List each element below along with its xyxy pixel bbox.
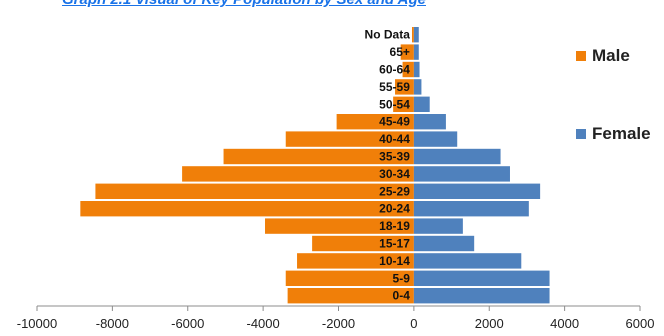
- bar-female-20-24: [413, 201, 529, 217]
- bar-male-35-39: [223, 148, 414, 165]
- category-label: 40-44: [379, 132, 410, 146]
- bar-female-55-59: [413, 79, 422, 95]
- bar-female-45-49: [413, 114, 446, 130]
- bar-male-40-44: [285, 131, 414, 147]
- bar-female-5-9: [413, 270, 550, 286]
- category-label: 55-59: [379, 80, 410, 94]
- bar-female-25-29: [413, 183, 541, 199]
- category-label: 5-9: [393, 271, 411, 285]
- x-tick-label: 0: [410, 316, 417, 331]
- x-tick-label: -2000: [322, 316, 355, 331]
- category-label: 18-19: [379, 219, 410, 233]
- bar-female-65-: [413, 44, 419, 60]
- bar-female-40-44: [413, 131, 458, 147]
- category-label: 20-24: [379, 202, 410, 216]
- category-label: 60-64: [379, 63, 410, 77]
- x-tick-label: 4000: [550, 316, 579, 331]
- bar-male-45-49: [336, 114, 414, 130]
- bar-female-30-34: [413, 166, 510, 182]
- legend-female: Female: [576, 124, 651, 144]
- bar-male-15-17: [312, 235, 414, 252]
- x-tick-label: -10000: [17, 316, 57, 331]
- bar-female-15-17: [413, 235, 475, 252]
- bar-male-5-9: [285, 270, 414, 286]
- bar-female-10-14: [413, 253, 522, 269]
- category-label: 35-39: [379, 150, 410, 164]
- legend-male-label: Male: [592, 46, 630, 65]
- category-label: 30-34: [379, 167, 410, 181]
- bar-male-20-24: [80, 201, 414, 217]
- legend-male-swatch: [576, 51, 586, 61]
- bar-male-30-34: [182, 166, 414, 182]
- x-tick-label: -8000: [96, 316, 129, 331]
- chart-title: Graph 2.1 Visual of Key Population by Se…: [62, 0, 622, 8]
- bar-male-50-54: [393, 96, 414, 112]
- category-label: 15-17: [379, 237, 410, 251]
- legend-female-label: Female: [592, 124, 651, 143]
- bar-female-no-data: [413, 27, 419, 43]
- category-label: No Data: [365, 28, 411, 42]
- bar-male-18-19: [265, 218, 414, 234]
- category-label: 25-29: [379, 184, 410, 198]
- legend-female-swatch: [576, 129, 586, 139]
- x-tick-label: 2000: [475, 316, 504, 331]
- bar-male-55-59: [395, 79, 414, 95]
- bar-female-50-54: [413, 96, 430, 112]
- bar-male-0-4: [287, 288, 414, 304]
- x-tick-label: 6000: [626, 316, 655, 331]
- category-label: 10-14: [379, 254, 410, 268]
- bar-male-60-64: [402, 61, 414, 78]
- bar-male-65-: [400, 44, 414, 60]
- bar-male-10-14: [297, 253, 414, 269]
- category-label: 50-54: [379, 97, 410, 111]
- bar-female-35-39: [413, 148, 501, 165]
- bar-female-60-64: [413, 61, 420, 78]
- category-label: 45-49: [379, 115, 410, 129]
- bar-female-18-19: [413, 218, 463, 234]
- category-label: 65+: [390, 45, 410, 59]
- bar-male-25-29: [95, 183, 414, 199]
- legend-male: Male: [576, 46, 630, 66]
- category-label: 0-4: [393, 289, 411, 303]
- x-tick-label: -4000: [247, 316, 280, 331]
- bar-male-no-data: [411, 27, 414, 43]
- x-tick-label: -6000: [171, 316, 204, 331]
- bar-female-0-4: [413, 288, 550, 304]
